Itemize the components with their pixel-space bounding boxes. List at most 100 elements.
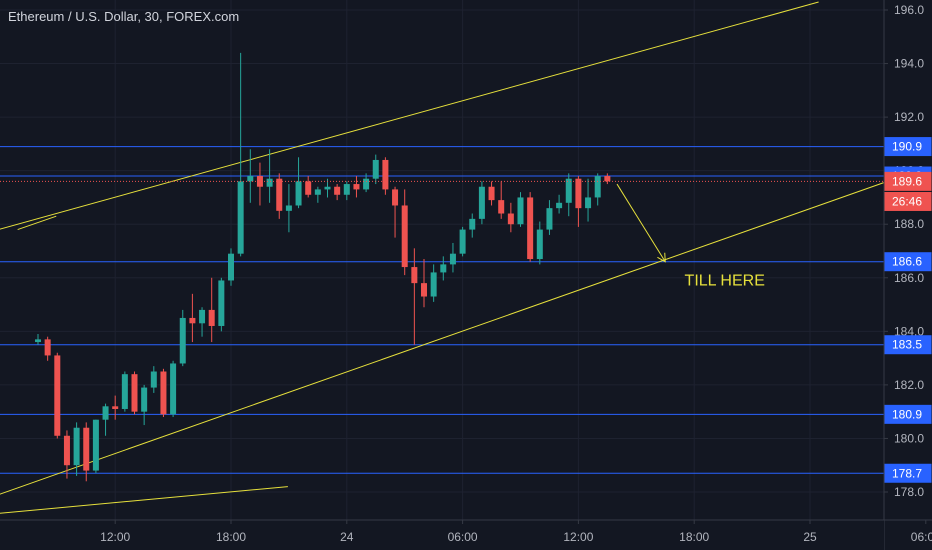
candle-body <box>160 371 167 415</box>
price-tick-label: 186.0 <box>894 271 924 285</box>
candle-body <box>517 197 524 225</box>
price-label-box <box>884 252 932 272</box>
candle-body <box>604 176 611 182</box>
candle-body <box>63 435 70 466</box>
candle-body <box>35 339 41 343</box>
price-label-text: 189.6 <box>892 174 922 188</box>
candle-body <box>131 374 138 412</box>
time-tick-label: 12:00 <box>100 530 130 544</box>
arrow-head <box>657 252 666 263</box>
time-tick-label: 18:00 <box>216 530 246 544</box>
candle-body <box>92 419 99 471</box>
candle-body <box>421 283 427 297</box>
candle-body <box>141 387 148 412</box>
candlestick-series <box>35 52 611 482</box>
candle-body <box>112 406 119 409</box>
price-label-box <box>884 463 932 483</box>
time-tick-label: 06:00 <box>448 530 478 544</box>
candle-body <box>440 264 447 273</box>
candle-body <box>208 309 215 326</box>
trend-line <box>0 165 932 495</box>
candle-body <box>469 218 476 230</box>
candle-body <box>44 339 51 356</box>
price-label-text: 178.7 <box>892 466 922 480</box>
candle-body <box>353 184 360 190</box>
price-tick-label: 184.0 <box>894 324 924 338</box>
candle-body <box>411 267 418 284</box>
trend-line <box>0 1 819 230</box>
price-label-box <box>884 404 932 424</box>
annotation-text: TILL HERE <box>685 272 765 289</box>
candle-body <box>218 280 225 326</box>
candle-body <box>401 205 408 268</box>
candle-body <box>449 253 456 265</box>
price-label-text: 26:46 <box>892 194 922 208</box>
candle-body <box>536 229 543 260</box>
candle-body <box>507 213 514 225</box>
time-axis-background <box>0 520 884 550</box>
trend-line <box>17 215 57 231</box>
candle-body <box>334 186 341 195</box>
candle-body <box>170 363 177 415</box>
trend-lines <box>0 1 932 514</box>
price-axis-background <box>884 0 932 550</box>
candle-body <box>150 371 157 388</box>
candle-body <box>256 176 263 187</box>
candle-body <box>382 159 389 190</box>
time-tick-label: 18:00 <box>679 530 709 544</box>
arrow-line <box>616 183 666 262</box>
price-axis[interactable]: 178.0180.0182.0184.0186.0188.0190.0192.0… <box>883 0 932 550</box>
candle-body <box>73 427 80 466</box>
candle-body <box>556 202 563 209</box>
candle-body <box>305 181 312 195</box>
horizontal-levels <box>0 146 884 474</box>
candle-body <box>585 197 592 209</box>
candle-body <box>459 229 466 254</box>
candle-body <box>363 178 370 190</box>
price-tick-label: 178.0 <box>894 485 924 499</box>
price-label-text: 186.6 <box>892 255 922 269</box>
candle-body <box>266 178 273 187</box>
candle-body <box>276 178 283 211</box>
candle-body <box>527 197 534 260</box>
candle-body <box>83 427 90 471</box>
candle-body <box>546 208 553 230</box>
candle-body <box>430 272 437 297</box>
time-tick-label: 25 <box>803 530 817 544</box>
price-tick-label: 188.0 <box>894 217 924 231</box>
candle-body <box>594 176 601 198</box>
price-label-text: 180.9 <box>892 407 922 421</box>
candle-body <box>575 178 582 209</box>
price-tick-label: 182.0 <box>894 378 924 392</box>
time-tick-label: 24 <box>340 530 354 544</box>
price-label-box <box>884 191 932 211</box>
candle-body <box>392 189 399 206</box>
candle-body <box>488 186 495 201</box>
price-tick-label: 194.0 <box>894 57 924 71</box>
price-label-box <box>884 171 932 191</box>
time-tick-label: 12:00 <box>563 530 593 544</box>
candle-body <box>314 189 321 195</box>
candle-body <box>324 186 331 190</box>
price-tick-label: 196.0 <box>894 3 924 17</box>
price-label-box <box>884 335 932 355</box>
candle-body <box>179 317 186 364</box>
candle-body <box>102 406 109 420</box>
candle-body <box>247 176 254 182</box>
candle-body <box>189 317 196 324</box>
price-label-text: 183.5 <box>892 338 922 352</box>
candle-body <box>295 181 302 206</box>
price-label-box <box>884 137 932 157</box>
candle-body <box>228 253 234 281</box>
candle-body <box>565 178 572 203</box>
candle-body <box>237 181 244 254</box>
price-label-text: 190.9 <box>892 140 922 154</box>
price-tick-label: 192.0 <box>894 110 924 124</box>
drawing-overlay: TILL HERE <box>616 183 765 289</box>
candle-body <box>498 200 505 214</box>
candle-body <box>121 374 128 409</box>
candle-body <box>54 355 61 436</box>
time-tick-label: 06:00 <box>911 530 932 544</box>
